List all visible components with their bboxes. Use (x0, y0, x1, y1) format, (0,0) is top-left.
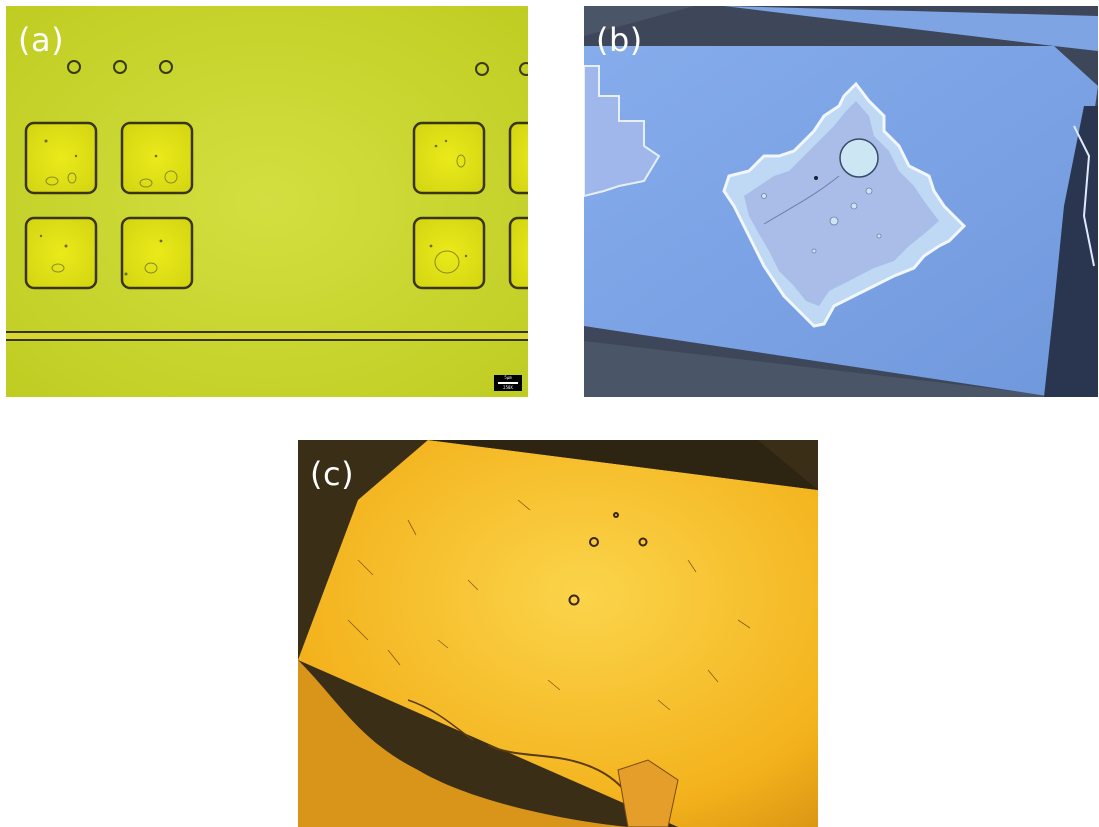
scale-bar: 5μm 250X (494, 375, 522, 391)
panel-label-a: (a) (18, 21, 65, 59)
micrograph-panel-b: (b) (584, 6, 1098, 397)
panel-label-b: (b) (596, 21, 643, 59)
micrograph-panel-c: (c) (298, 440, 818, 827)
micrograph-a-image (6, 6, 528, 397)
scalebar-line (498, 382, 518, 384)
scalebar-unit: 5μm (504, 375, 512, 380)
scalebar-mag: 250X (503, 385, 513, 390)
micrograph-b-image (584, 6, 1098, 397)
panel-label-c: (c) (310, 455, 355, 493)
micrograph-c-image (298, 440, 818, 827)
micrograph-panel-a: (a) 5μm 250X (6, 6, 528, 397)
